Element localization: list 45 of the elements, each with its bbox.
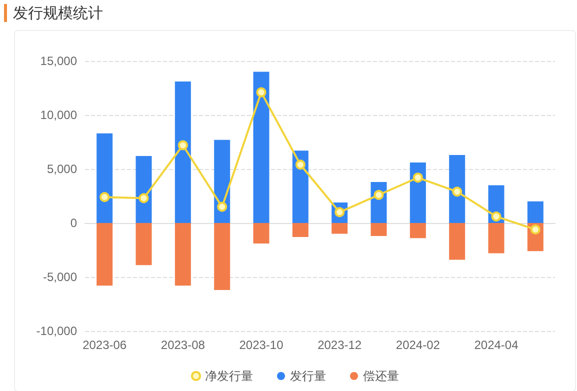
bar	[214, 223, 230, 290]
bar	[410, 162, 426, 223]
legend-label: 净发行量	[205, 369, 253, 383]
bar	[410, 223, 426, 238]
bar	[488, 223, 504, 254]
bar	[96, 133, 113, 223]
point	[217, 202, 228, 212]
bar	[253, 223, 270, 244]
point	[412, 172, 423, 183]
x-tick-label: 2023-06	[82, 338, 127, 352]
bar	[292, 150, 308, 223]
bar	[136, 223, 152, 266]
y-tick-label: -10,000	[36, 324, 78, 338]
x-tick-label: 2023-08	[160, 338, 206, 352]
y-tick-label: 10,000	[40, 108, 78, 122]
bar	[96, 223, 113, 286]
point	[100, 192, 110, 202]
bar	[292, 223, 308, 238]
x-tick-label: 2024-02	[396, 338, 440, 352]
y-tick-label: -5,000	[42, 270, 78, 284]
bar	[332, 223, 348, 234]
y-tick-label: 15,000	[40, 54, 78, 68]
x-tick-label: 2023-10	[239, 338, 284, 352]
y-tick-label: 0	[70, 216, 78, 230]
point	[295, 160, 306, 170]
bar	[449, 223, 466, 260]
point	[452, 186, 462, 197]
legend-label: 偿还量	[363, 369, 399, 383]
bar	[527, 201, 544, 223]
bar	[449, 154, 466, 223]
x-tick-label: 2024-04	[474, 338, 519, 352]
bar	[370, 223, 387, 236]
point	[530, 224, 540, 234]
bar	[174, 223, 191, 286]
point	[178, 140, 188, 150]
chart-title: 发行规模统计	[4, 4, 103, 22]
bar	[253, 72, 270, 223]
x-tick-label: 2023-12	[318, 338, 362, 352]
y-tick-label: 5,000	[46, 162, 78, 176]
point	[256, 87, 266, 98]
legend-label: 发行量	[290, 369, 326, 383]
point	[374, 190, 384, 200]
point	[138, 193, 149, 204]
point	[491, 212, 502, 222]
bar	[174, 82, 191, 223]
